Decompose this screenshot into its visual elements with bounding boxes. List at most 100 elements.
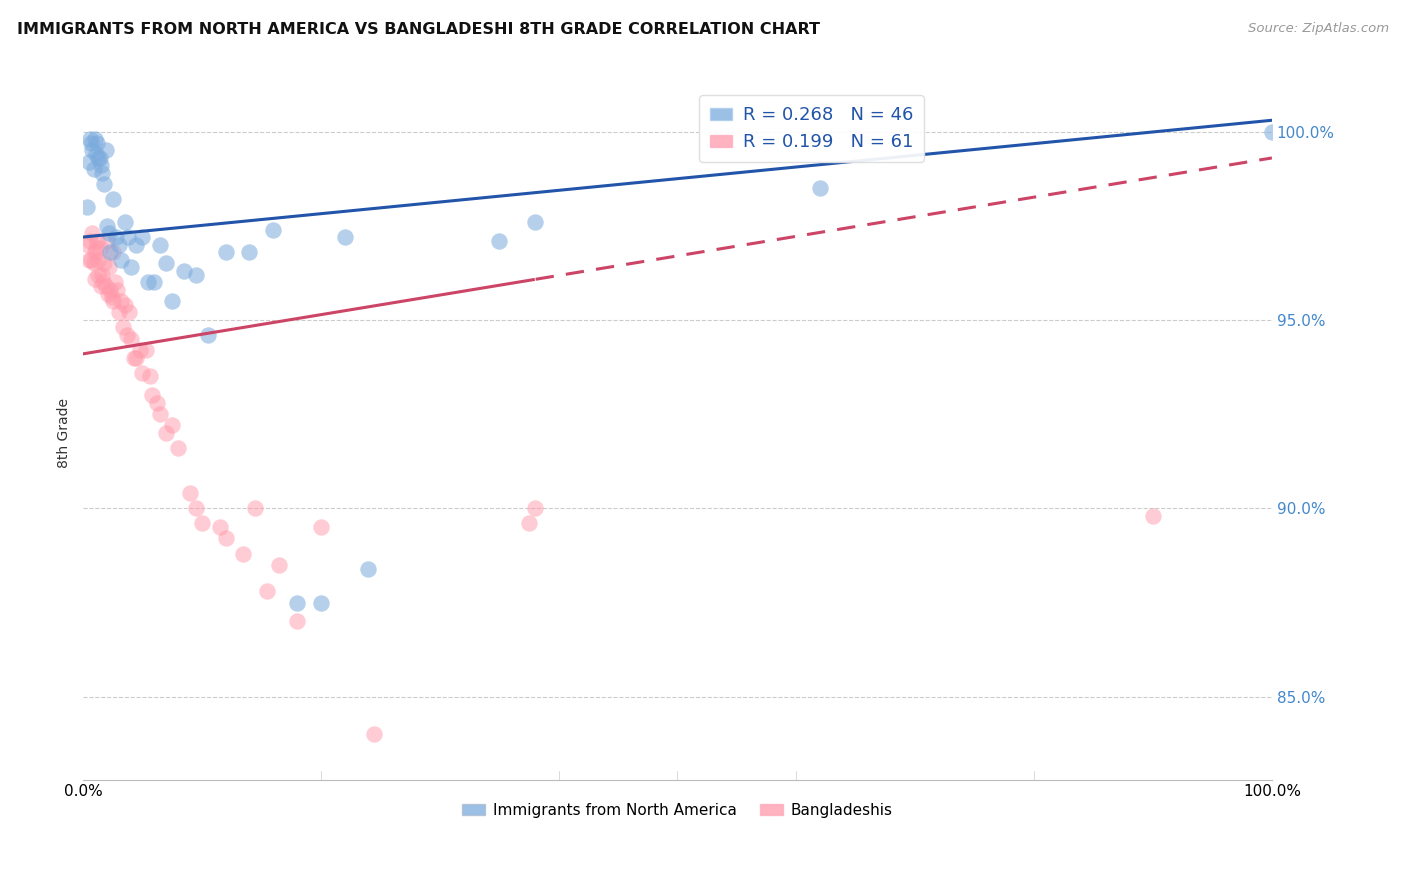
Point — [808, 181, 831, 195]
Point — [94, 144, 117, 158]
Point — [1142, 508, 1164, 523]
Point — [110, 252, 132, 267]
Point — [129, 343, 152, 357]
Point — [98, 227, 121, 241]
Point — [256, 584, 278, 599]
Point — [245, 501, 267, 516]
Point — [131, 366, 153, 380]
Point — [523, 215, 546, 229]
Point — [77, 154, 100, 169]
Point — [79, 132, 101, 146]
Text: IMMIGRANTS FROM NORTH AMERICA VS BANGLADESHI 8TH GRADE CORRELATION CHART: IMMIGRANTS FROM NORTH AMERICA VS BANGLAD… — [17, 22, 820, 37]
Point — [84, 241, 107, 255]
Point — [97, 286, 120, 301]
Point — [118, 305, 141, 319]
Point — [83, 271, 105, 285]
Point — [149, 237, 172, 252]
Point — [105, 230, 128, 244]
Point — [114, 298, 136, 312]
Point — [309, 595, 332, 609]
Point — [90, 159, 112, 173]
Point — [94, 279, 117, 293]
Point — [107, 305, 129, 319]
Point — [262, 222, 284, 236]
Y-axis label: 8th Grade: 8th Grade — [58, 398, 72, 468]
Point — [125, 351, 148, 365]
Point — [184, 501, 207, 516]
Point — [87, 151, 110, 165]
Point — [83, 132, 105, 146]
Point — [101, 193, 124, 207]
Point — [160, 294, 183, 309]
Point — [131, 230, 153, 244]
Point — [155, 425, 177, 440]
Point — [138, 369, 160, 384]
Point — [149, 407, 172, 421]
Point — [89, 241, 111, 255]
Point — [91, 166, 114, 180]
Point — [214, 532, 236, 546]
Point — [87, 268, 110, 282]
Point — [90, 279, 112, 293]
Point — [214, 245, 236, 260]
Point — [100, 290, 122, 304]
Point — [80, 136, 103, 150]
Point — [86, 136, 108, 150]
Point — [191, 516, 214, 531]
Point — [160, 418, 183, 433]
Point — [155, 256, 177, 270]
Point — [238, 245, 260, 260]
Point — [87, 252, 110, 267]
Point — [80, 252, 103, 267]
Point — [141, 388, 163, 402]
Point — [523, 501, 546, 516]
Point — [120, 332, 142, 346]
Point — [357, 561, 380, 575]
Point — [143, 275, 166, 289]
Point — [173, 264, 195, 278]
Point — [135, 343, 157, 357]
Legend: Immigrants from North America, Bangladeshis: Immigrants from North America, Banglades… — [457, 797, 898, 824]
Point — [82, 227, 104, 241]
Point — [285, 615, 308, 629]
Point — [84, 147, 107, 161]
Point — [145, 396, 167, 410]
Point — [112, 320, 135, 334]
Point — [179, 486, 201, 500]
Point — [122, 351, 145, 365]
Point — [197, 328, 219, 343]
Point — [107, 283, 129, 297]
Point — [98, 245, 121, 260]
Point — [83, 162, 105, 177]
Point — [138, 275, 160, 289]
Point — [208, 520, 231, 534]
Point — [333, 230, 356, 244]
Point — [269, 558, 291, 572]
Point — [1261, 125, 1284, 139]
Point — [91, 275, 114, 289]
Point — [517, 516, 540, 531]
Point — [115, 328, 138, 343]
Point — [285, 595, 308, 609]
Point — [91, 268, 114, 282]
Point — [77, 252, 100, 267]
Point — [89, 151, 111, 165]
Point — [98, 260, 121, 275]
Point — [79, 234, 101, 248]
Point — [93, 178, 115, 192]
Point — [82, 144, 104, 158]
Point — [101, 294, 124, 309]
Point — [120, 260, 142, 275]
Point — [83, 245, 105, 260]
Point — [125, 237, 148, 252]
Point — [117, 230, 139, 244]
Point — [76, 237, 98, 252]
Text: Source: ZipAtlas.com: Source: ZipAtlas.com — [1249, 22, 1389, 36]
Point — [86, 234, 108, 248]
Point — [488, 234, 510, 248]
Point — [98, 283, 121, 297]
Point — [110, 294, 132, 309]
Point — [167, 441, 190, 455]
Point — [93, 256, 115, 270]
Point — [184, 268, 207, 282]
